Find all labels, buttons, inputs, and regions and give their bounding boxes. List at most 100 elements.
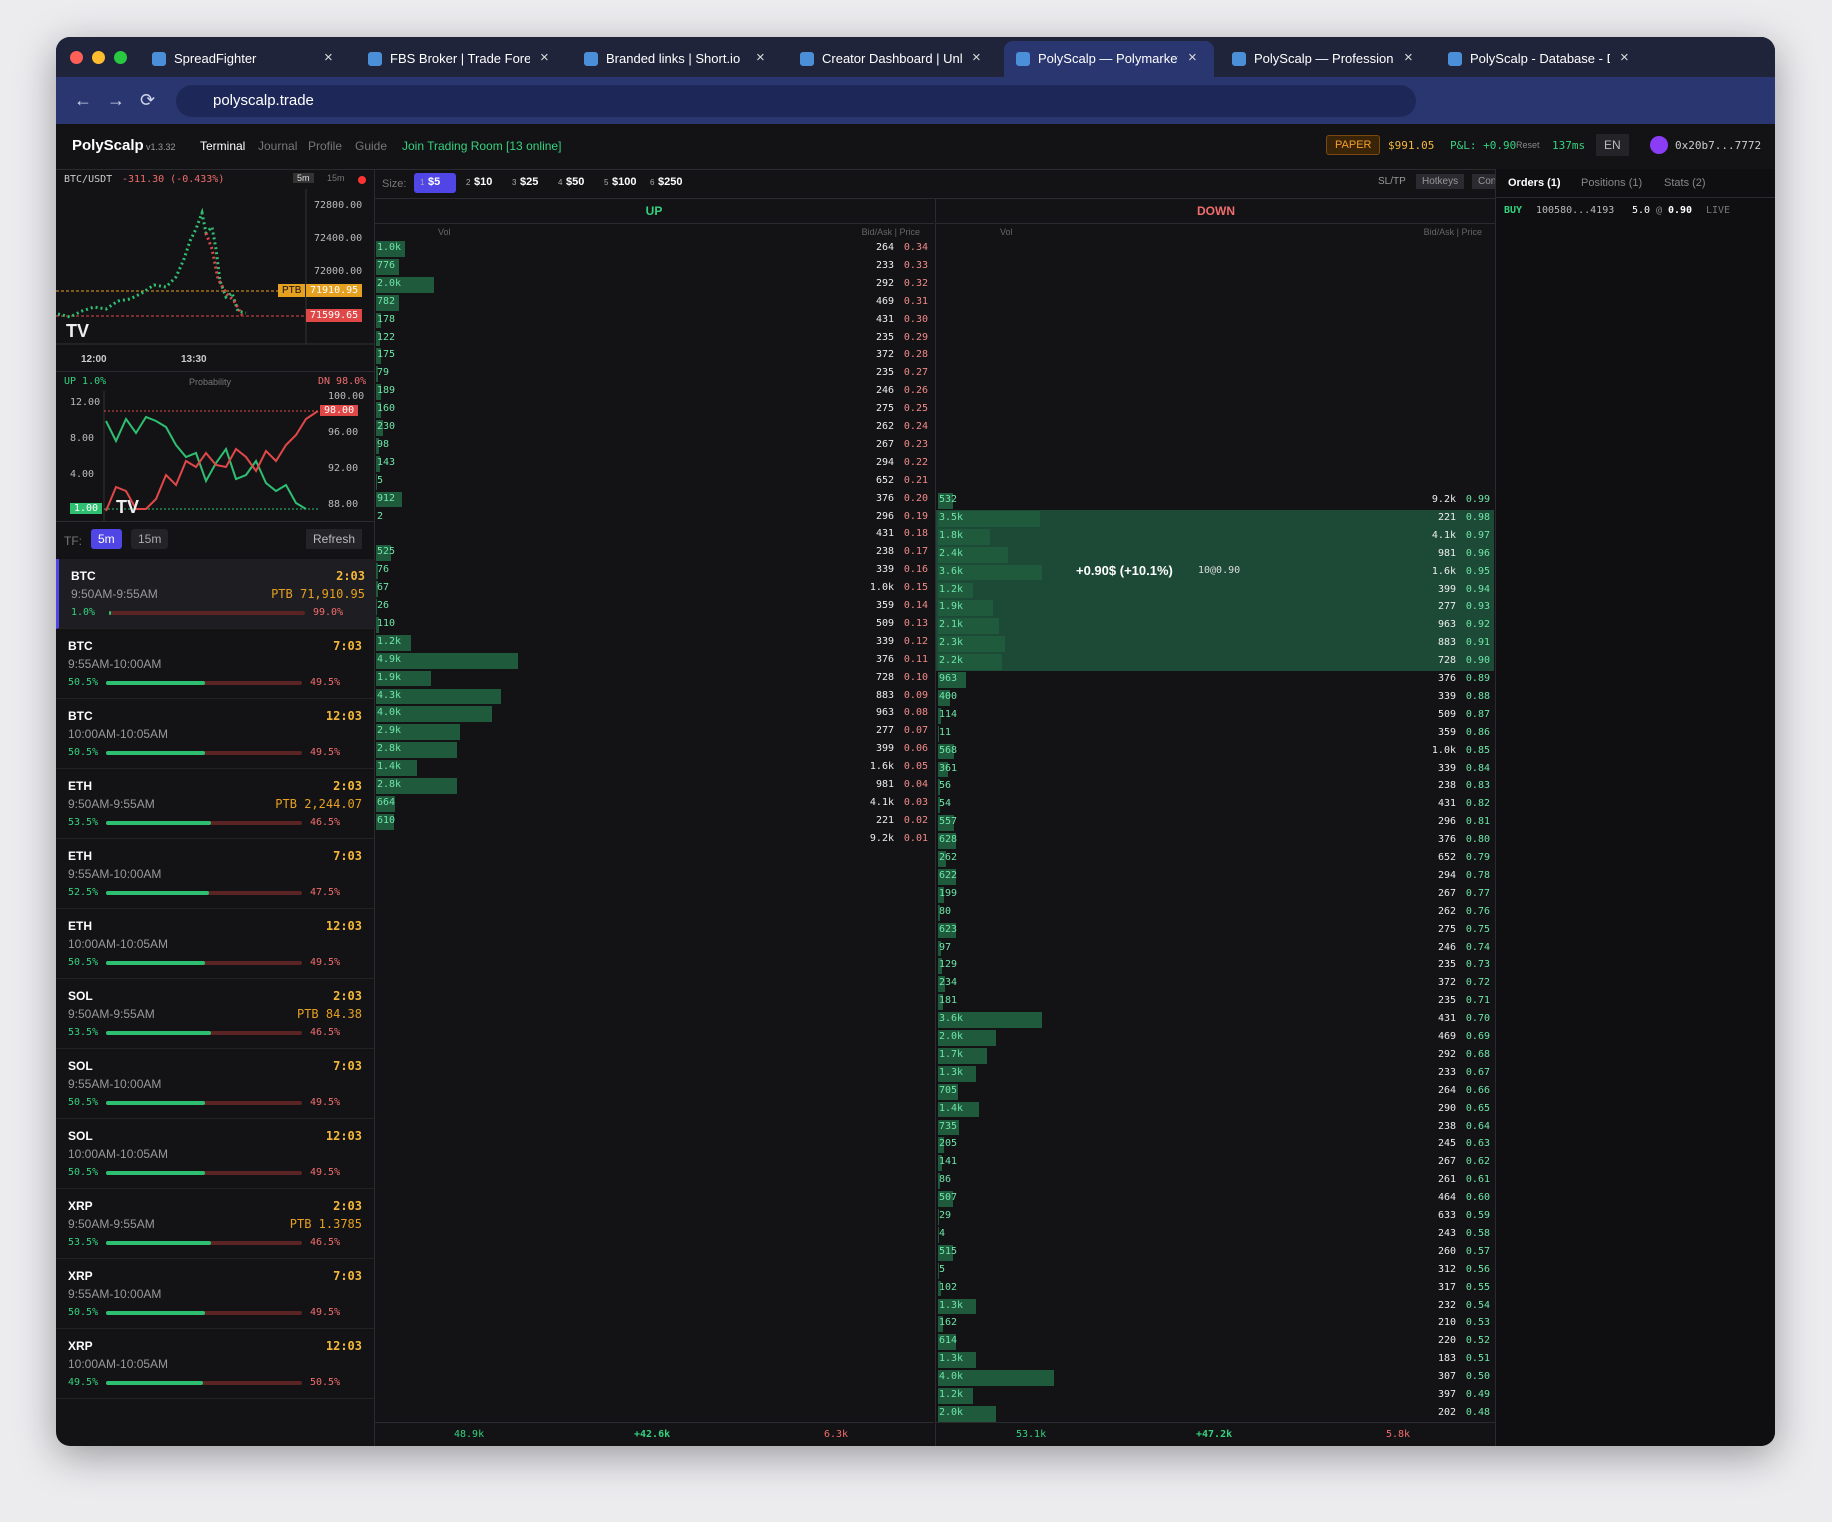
price[interactable]: 0.88: [1465, 690, 1490, 702]
price[interactable]: 0.99: [1465, 494, 1490, 505]
price[interactable]: 0.96: [1465, 547, 1490, 559]
price[interactable]: 0.31: [903, 295, 928, 307]
market-item[interactable]: ETH 12:03 10:00AM-10:05AM 50.5% 49.5%: [56, 909, 374, 979]
chart-tf[interactable]: 5m: [293, 173, 314, 183]
lang[interactable]: EN: [1596, 134, 1629, 156]
tool-button[interactable]: Hotkeys: [1416, 174, 1465, 189]
market-item[interactable]: XRP 2:03 9:50AM-9:55AM PTB 1.3785 53.5% 46.5%: [56, 1189, 374, 1259]
price[interactable]: 0.93: [1465, 601, 1490, 613]
price[interactable]: 0.94: [1465, 583, 1490, 595]
price[interactable]: 0.07: [903, 725, 928, 737]
price[interactable]: 0.80: [1465, 834, 1490, 846]
price[interactable]: 0.12: [903, 635, 928, 647]
tab-close[interactable]: ×: [540, 49, 549, 66]
tab-close[interactable]: ×: [1188, 49, 1197, 66]
price[interactable]: 0.59: [1465, 1210, 1490, 1221]
price[interactable]: 0.54: [1465, 1299, 1490, 1311]
price[interactable]: 0.73: [1465, 959, 1490, 971]
orders-tab[interactable]: Positions (1): [1581, 177, 1643, 189]
price[interactable]: 0.50: [1465, 1371, 1490, 1383]
tf-button[interactable]: 15m: [131, 529, 169, 549]
size-option[interactable]: 5 $100: [598, 173, 640, 193]
tab-close[interactable]: ×: [324, 49, 333, 66]
nav-link[interactable]: Guide: [355, 139, 388, 153]
nav-link[interactable]: Terminal: [200, 139, 246, 153]
price[interactable]: 0.30: [903, 313, 928, 325]
price[interactable]: 0.11: [903, 653, 928, 665]
price[interactable]: 0.10: [903, 671, 928, 683]
tab-close[interactable]: ×: [756, 49, 765, 66]
tab[interactable]: PolyScalp — Polymarket S ×: [1004, 41, 1214, 77]
market-item[interactable]: SOL 7:03 9:55AM-10:00AM 50.5% 49.5%: [56, 1049, 374, 1119]
price[interactable]: 0.69: [1465, 1031, 1490, 1042]
price[interactable]: 0.62: [1465, 1156, 1490, 1168]
price[interactable]: 0.13: [903, 617, 928, 629]
price[interactable]: 0.84: [1465, 762, 1490, 774]
price[interactable]: 0.98: [1465, 511, 1490, 523]
close-dot[interactable]: [70, 51, 83, 64]
price[interactable]: 0.21: [903, 474, 928, 486]
tab[interactable]: PolyScalp - Database - D ×: [1436, 41, 1646, 77]
price[interactable]: 0.67: [1465, 1066, 1490, 1078]
market-item[interactable]: XRP 12:03 10:00AM-10:05AM 49.5% 50.5%: [56, 1329, 374, 1399]
price[interactable]: 0.23: [903, 438, 928, 450]
market-item[interactable]: SOL 12:03 10:00AM-10:05AM 50.5% 49.5%: [56, 1119, 374, 1189]
price[interactable]: 0.09: [903, 689, 928, 701]
tab[interactable]: PolyScalp — Professional ×: [1220, 41, 1430, 77]
price[interactable]: 0.22: [903, 456, 928, 468]
price[interactable]: 0.77: [1465, 887, 1490, 899]
price[interactable]: 0.34: [903, 242, 928, 253]
address-bar[interactable]: [176, 85, 1416, 117]
price[interactable]: 0.60: [1465, 1192, 1490, 1204]
price[interactable]: 0.06: [903, 743, 928, 755]
chart-tf[interactable]: 15m: [327, 173, 345, 183]
price[interactable]: 0.63: [1465, 1138, 1490, 1150]
price[interactable]: 0.05: [903, 761, 928, 773]
price[interactable]: 0.04: [903, 779, 928, 790]
max-dot[interactable]: [114, 51, 127, 64]
size-option[interactable]: 6 $250: [644, 173, 686, 193]
market-item[interactable]: XRP 7:03 9:55AM-10:00AM 50.5% 49.5%: [56, 1259, 374, 1329]
price[interactable]: 0.64: [1465, 1120, 1490, 1132]
price[interactable]: 0.89: [1465, 673, 1490, 684]
price[interactable]: 0.49: [1465, 1389, 1490, 1400]
price[interactable]: 0.92: [1465, 619, 1490, 631]
tab-close[interactable]: ×: [1404, 49, 1413, 66]
price[interactable]: 0.52: [1465, 1335, 1490, 1347]
market-item[interactable]: BTC 2:03 9:50AM-9:55AM PTB 71,910.95 1.0% 99.…: [56, 559, 377, 629]
market-item[interactable]: BTC 12:03 10:00AM-10:05AM 50.5% 49.5%: [56, 699, 374, 769]
price[interactable]: 0.78: [1465, 869, 1490, 881]
tab[interactable]: Creator Dashboard | Unlo ×: [788, 41, 998, 77]
price[interactable]: 0.32: [903, 277, 928, 289]
price[interactable]: 0.61: [1465, 1174, 1490, 1186]
tab[interactable]: SpreadFighter ×: [140, 41, 350, 77]
nav-link[interactable]: Journal: [258, 139, 298, 153]
price[interactable]: 0.83: [1465, 780, 1490, 792]
price[interactable]: 0.20: [903, 492, 928, 504]
price[interactable]: 0.79: [1465, 852, 1490, 863]
tab[interactable]: FBS Broker | Trade Forex, ×: [356, 41, 566, 77]
price[interactable]: 0.28: [903, 349, 928, 361]
nav-link[interactable]: Profile: [308, 139, 343, 153]
price[interactable]: 0.75: [1465, 923, 1490, 935]
price[interactable]: 0.29: [903, 331, 928, 343]
price[interactable]: 0.15: [903, 582, 928, 594]
price[interactable]: 0.55: [1465, 1281, 1490, 1293]
price[interactable]: 0.82: [1465, 798, 1490, 810]
price[interactable]: 0.17: [903, 546, 928, 558]
size-option[interactable]: 1 $5: [414, 173, 456, 193]
price[interactable]: 0.68: [1465, 1048, 1490, 1060]
price[interactable]: 0.66: [1465, 1084, 1490, 1096]
price[interactable]: 0.24: [903, 421, 928, 432]
price[interactable]: 0.53: [1465, 1317, 1490, 1329]
price[interactable]: 0.48: [1465, 1406, 1490, 1418]
price[interactable]: 0.18: [903, 528, 928, 540]
price[interactable]: 0.65: [1465, 1102, 1490, 1114]
price[interactable]: 0.86: [1465, 726, 1490, 738]
price[interactable]: 0.85: [1465, 744, 1490, 756]
refresh[interactable]: Refresh: [306, 529, 363, 549]
price[interactable]: 0.91: [1465, 637, 1490, 649]
price[interactable]: 0.25: [903, 403, 928, 415]
tool-button[interactable]: SL/TP: [1378, 176, 1406, 187]
orders-tab[interactable]: Orders (1): [1508, 177, 1561, 189]
